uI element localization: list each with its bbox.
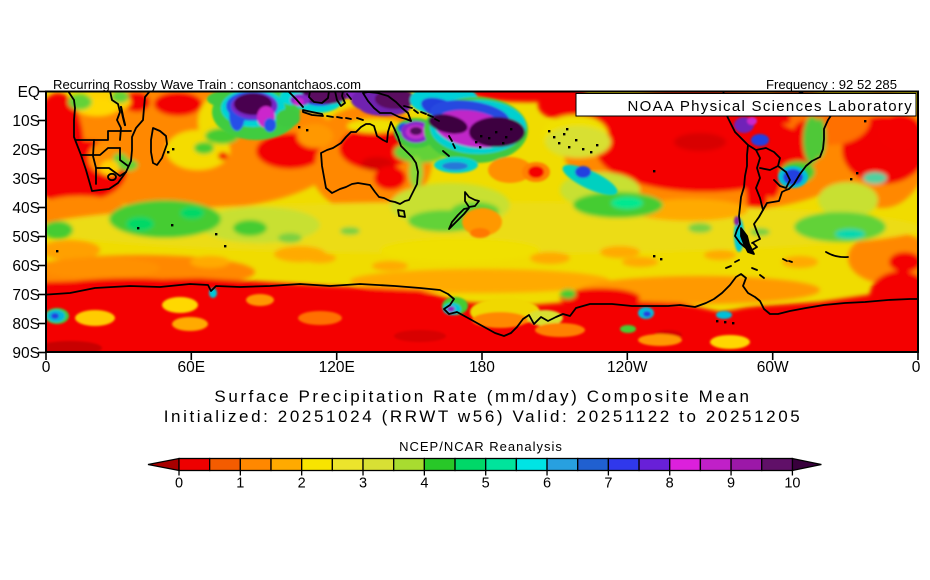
svg-text:60E: 60E: [178, 359, 206, 376]
svg-text:0: 0: [175, 476, 183, 492]
svg-text:20S: 20S: [12, 142, 40, 159]
svg-text:NOAA Physical Sciences Laborat: NOAA Physical Sciences Laboratory: [627, 98, 913, 115]
svg-text:90S: 90S: [12, 345, 40, 362]
svg-text:EQ: EQ: [18, 84, 40, 101]
svg-text:60S: 60S: [12, 258, 40, 275]
svg-text:Surface Precipitation Rate (mm: Surface Precipitation Rate (mm/day) Comp…: [214, 387, 751, 406]
svg-text:0: 0: [42, 359, 51, 376]
svg-text:70S: 70S: [12, 287, 40, 304]
svg-text:Recurring Rossby Wave Train :: Recurring Rossby Wave Train : consonantc…: [53, 77, 361, 92]
svg-text:120E: 120E: [319, 359, 355, 376]
svg-text:Frequency : 92 52 285: Frequency : 92 52 285: [766, 77, 897, 92]
svg-text:1: 1: [236, 476, 244, 492]
svg-text:180: 180: [469, 359, 495, 376]
svg-text:10S: 10S: [12, 113, 40, 130]
svg-text:10: 10: [784, 476, 800, 492]
svg-text:8: 8: [666, 476, 674, 492]
svg-text:2: 2: [298, 476, 306, 492]
svg-text:7: 7: [604, 476, 612, 492]
svg-text:30S: 30S: [12, 171, 40, 188]
svg-text:120W: 120W: [607, 359, 648, 376]
svg-text:3: 3: [359, 476, 367, 492]
svg-text:5: 5: [482, 476, 490, 492]
svg-text:4: 4: [420, 476, 428, 492]
svg-text:9: 9: [727, 476, 735, 492]
svg-text:0: 0: [912, 359, 921, 376]
svg-text:80S: 80S: [12, 316, 40, 333]
svg-text:40S: 40S: [12, 200, 40, 217]
svg-text:60W: 60W: [757, 359, 789, 376]
svg-text:6: 6: [543, 476, 551, 492]
svg-text:50S: 50S: [12, 229, 40, 246]
svg-text:Initialized: 20251024 (RRWT w5: Initialized: 20251024 (RRWT w56) Valid: …: [164, 407, 803, 426]
svg-text:NCEP/NCAR Reanalysis: NCEP/NCAR Reanalysis: [399, 439, 563, 454]
